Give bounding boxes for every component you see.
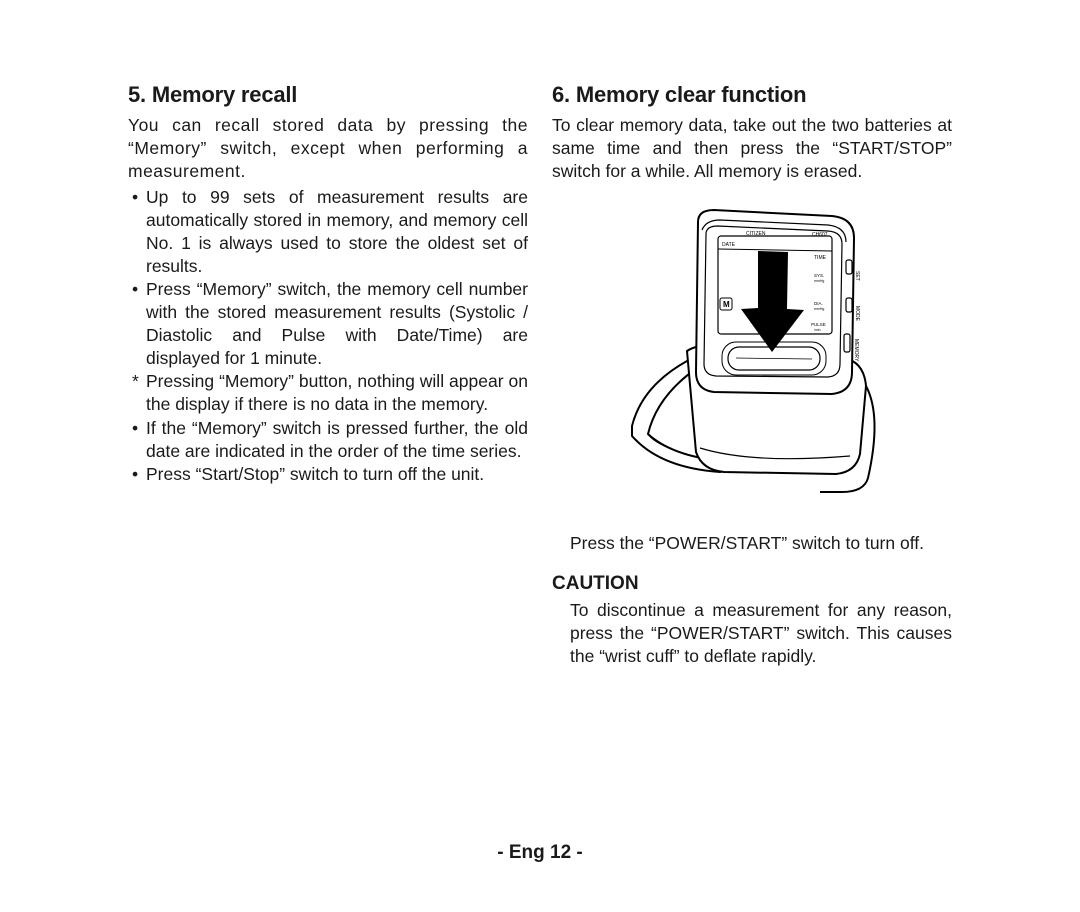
list-item: Press “Memory” switch, the memory cell n…	[128, 278, 528, 369]
display-label: mmHg	[814, 307, 824, 311]
section-5-bullet-list: Up to 99 sets of measurement results are…	[128, 186, 528, 486]
brand-label: CITIZEN	[746, 231, 766, 237]
left-column: 5. Memory recall You can recall stored d…	[128, 82, 528, 667]
page-footer: - Eng 12 -	[0, 842, 1080, 864]
display-label: DATE	[722, 242, 736, 248]
display-label: /min	[814, 328, 821, 332]
list-item: If the “Memory” switch is pressed furthe…	[128, 417, 528, 463]
list-item: Press “Start/Stop” switch to turn off th…	[128, 463, 528, 486]
display-label: mmHg	[814, 279, 824, 283]
caution-heading: CAUTION	[552, 573, 952, 595]
list-item: Pressing “Memory” button, nothing will a…	[128, 370, 528, 416]
section-6-heading: 6. Memory clear function	[552, 82, 952, 108]
section-5-intro: You can recall stored data by pressing t…	[128, 114, 528, 182]
caution-body: To discontinue a measurement for any rea…	[552, 599, 952, 667]
wrist-monitor-drawing: CITIZEN CH607 DATE TIME SYS. mmHg DIA. m…	[602, 196, 902, 506]
two-column-layout: 5. Memory recall You can recall stored d…	[128, 82, 952, 667]
side-label: MODE	[854, 306, 860, 322]
display-label: PULSE	[811, 322, 826, 327]
display-label: TIME	[814, 255, 827, 261]
right-column: 6. Memory clear function To clear memory…	[552, 82, 952, 667]
side-label: MEMORY	[853, 339, 859, 362]
device-illustration: CITIZEN CH607 DATE TIME SYS. mmHg DIA. m…	[552, 196, 952, 516]
section-6-intro: To clear memory data, take out the two b…	[552, 114, 952, 182]
display-label: DIA.	[814, 301, 823, 306]
m-button-label: M	[723, 300, 730, 309]
model-label: CH607	[812, 232, 828, 238]
side-label: SET	[854, 271, 860, 281]
display-label: SYS.	[814, 273, 824, 278]
figure-caption: Press the “POWER/START” switch to turn o…	[552, 532, 952, 555]
section-5-heading: 5. Memory recall	[128, 82, 528, 108]
list-item: Up to 99 sets of measurement results are…	[128, 186, 528, 277]
